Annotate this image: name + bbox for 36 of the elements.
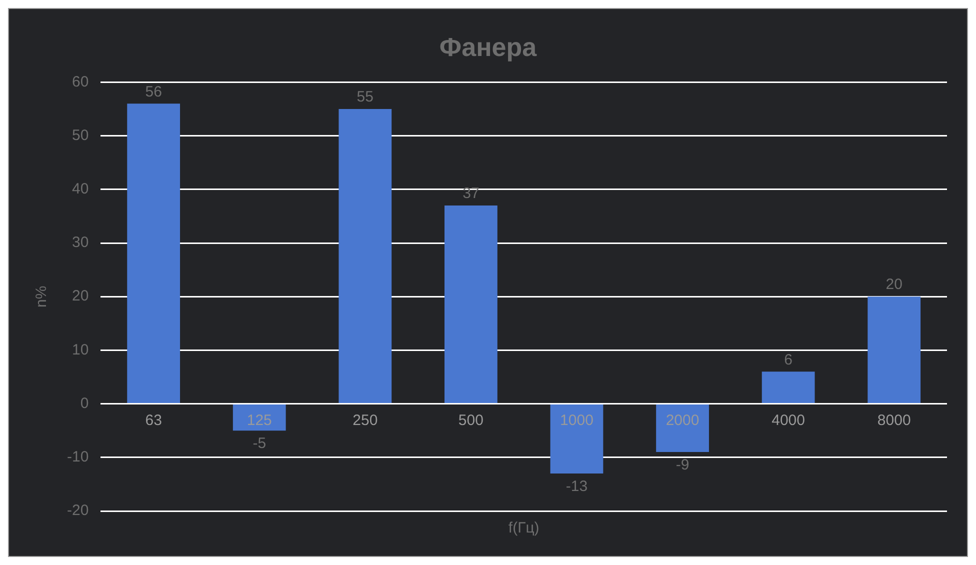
y-tick-label: 50 — [72, 126, 89, 144]
y-tick-label: 30 — [72, 234, 89, 252]
y-tick-label: 0 — [80, 394, 89, 412]
x-tick-label: 2000 — [666, 412, 700, 429]
y-tick-label: 20 — [72, 288, 89, 305]
bar — [762, 372, 815, 404]
y-axis-title: n% — [33, 286, 50, 308]
chart-title: Фанера — [439, 32, 538, 62]
bar — [868, 296, 921, 404]
data-label: -5 — [252, 435, 266, 452]
x-tick-label: 1000 — [560, 412, 594, 429]
y-tick-label: 60 — [72, 73, 89, 90]
x-tick-label: 8000 — [877, 412, 911, 429]
bar — [444, 205, 498, 404]
x-axis-title: f(Гц) — [508, 520, 540, 537]
y-tick-label: -20 — [66, 502, 89, 520]
x-tick-label: 125 — [246, 412, 272, 429]
data-label: 55 — [356, 88, 374, 106]
data-label: 20 — [886, 276, 902, 294]
bar — [127, 104, 180, 404]
bar — [338, 109, 392, 404]
data-label: -9 — [676, 456, 690, 474]
y-tick-label: 10 — [72, 341, 89, 358]
x-tick-label: 4000 — [772, 412, 805, 429]
data-label: 56 — [145, 83, 162, 100]
y-tick-label: 40 — [72, 180, 89, 198]
bar — [656, 404, 709, 452]
data-label: -13 — [566, 478, 588, 496]
x-tick-label: 500 — [458, 412, 484, 429]
data-label: 6 — [784, 351, 792, 368]
bar — [550, 404, 604, 474]
y-tick-label: -10 — [66, 448, 89, 466]
x-tick-label: 63 — [145, 412, 162, 429]
bar — [232, 404, 286, 431]
data-label: 37 — [462, 185, 480, 202]
x-tick-label: 250 — [352, 412, 378, 429]
